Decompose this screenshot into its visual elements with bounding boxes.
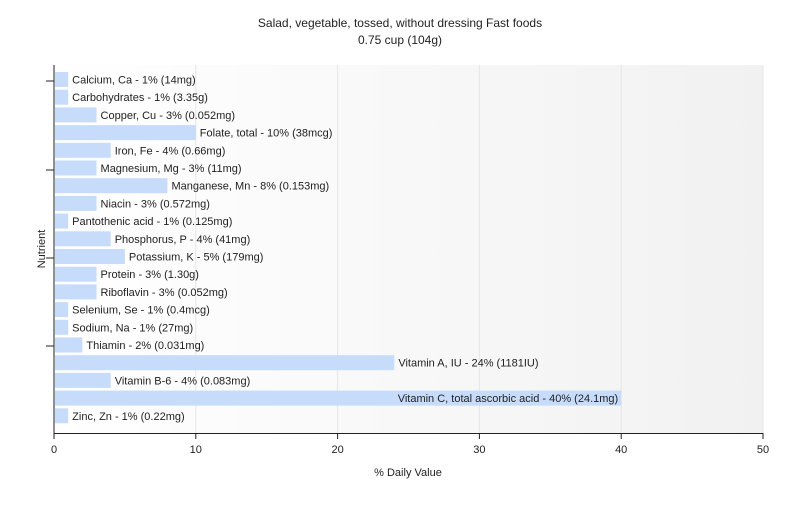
bar-label: Protein - 3% (1.30g) — [101, 269, 199, 281]
x-tick-label: 40 — [615, 444, 627, 456]
bar — [55, 302, 69, 318]
bar — [55, 178, 168, 194]
bar-label: Copper, Cu - 3% (0.052mg) — [101, 110, 236, 122]
bar-label: Potassium, K - 5% (179mg) — [129, 252, 264, 264]
bar-label: Vitamin A, IU - 24% (1181IU) — [398, 358, 538, 370]
bar — [55, 408, 69, 424]
bar-label: Pantothenic acid - 1% (0.125mg) — [72, 216, 232, 228]
x-tick-label: 50 — [757, 444, 769, 456]
x-tick-label: 20 — [331, 444, 343, 456]
chart-subtitle: 0.75 cup (104g) — [358, 33, 442, 47]
bar — [55, 355, 395, 371]
chart-title: Salad, vegetable, tossed, without dressi… — [258, 16, 542, 30]
bar-label: Sodium, Na - 1% (27mg) — [72, 322, 193, 334]
bar-label: Thiamin - 2% (0.031mg) — [86, 340, 204, 352]
bar — [55, 372, 111, 388]
bar — [55, 160, 97, 176]
bar-label: Magnesium, Mg - 3% (11mg) — [101, 163, 242, 175]
bar — [55, 319, 69, 335]
bar — [55, 390, 622, 406]
y-axis-label: Nutrient — [36, 230, 48, 269]
bar — [55, 125, 196, 141]
bar — [55, 249, 125, 264]
bar — [55, 337, 83, 353]
plot-layer: Calcium, Ca - 1% (14mg) Carbohydrates - 1… — [46, 65, 769, 456]
bar — [55, 213, 69, 229]
x-tick-label: 0 — [51, 444, 57, 456]
bar — [55, 142, 111, 158]
bar — [55, 231, 111, 247]
bar-label: Niacin - 3% (0.572mg) — [101, 198, 210, 210]
x-tick-label: 10 — [190, 444, 202, 456]
bar-label: Vitamin B-6 - 4% (0.083mg) — [115, 375, 251, 387]
bar — [55, 284, 97, 300]
bar-label: Folate, total - 10% (38mcg) — [200, 128, 333, 140]
bar-label: Carbohydrates - 1% (3.35g) — [72, 92, 208, 104]
bar — [55, 107, 97, 123]
bar-label: Riboflavin - 3% (0.052mg) — [101, 287, 228, 299]
bar-label: Vitamin C, total ascorbic acid - 40% (24… — [398, 393, 619, 405]
bar-label: Manganese, Mn - 8% (0.153mg) — [171, 181, 329, 193]
bar-label: Iron, Fe - 4% (0.66mg) — [115, 145, 226, 157]
bar — [55, 195, 97, 211]
bar — [55, 72, 69, 87]
bar-label: Zinc, Zn - 1% (0.22mg) — [72, 411, 184, 423]
bar — [55, 266, 97, 282]
bar-label: Calcium, Ca - 1% (14mg) — [72, 75, 195, 87]
bar — [55, 89, 69, 105]
x-tick-label: 30 — [473, 444, 485, 456]
bar-label: Phosphorus, P - 4% (41mg) — [115, 234, 251, 246]
x-axis-label: % Daily Value — [374, 467, 442, 479]
bar-label: Selenium, Se - 1% (0.4mcg) — [72, 305, 210, 317]
